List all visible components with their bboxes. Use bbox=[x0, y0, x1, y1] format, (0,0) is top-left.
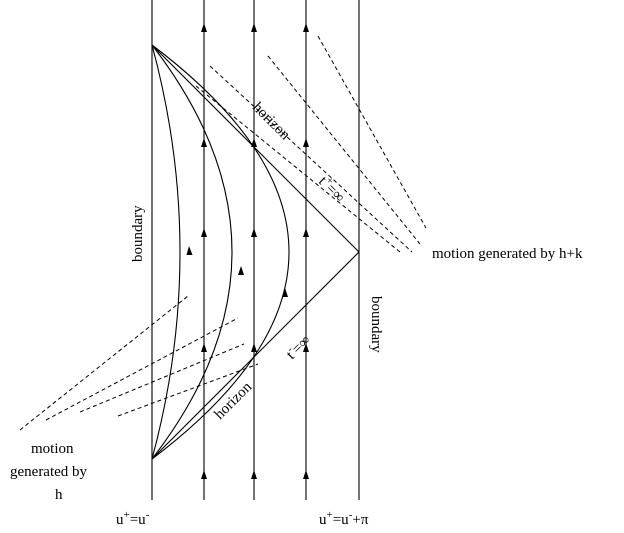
arrow-icon bbox=[201, 228, 207, 237]
motion-hk-label: motion generated by h+k bbox=[432, 246, 583, 262]
motion-h-line2: generated by bbox=[10, 464, 88, 480]
arrow-icon bbox=[201, 343, 207, 352]
dashed-line bbox=[209, 65, 413, 253]
dashed-line bbox=[195, 85, 401, 253]
arrow-icon bbox=[303, 343, 309, 352]
bl-eq: =u bbox=[130, 512, 146, 528]
dashed-lines-h bbox=[19, 295, 259, 431]
br-eq: =u bbox=[333, 512, 349, 528]
bl-sup1: + bbox=[124, 509, 130, 521]
arrow-icon bbox=[303, 470, 309, 479]
bottom-horizon-line bbox=[151, 251, 360, 460]
arrow-icon bbox=[238, 266, 244, 275]
svg-text:t+=∞: t+=∞ bbox=[315, 171, 349, 205]
right-boundary-label: boundary bbox=[368, 296, 384, 353]
dashed-line bbox=[317, 35, 427, 229]
dashed-lines-hk bbox=[195, 35, 427, 253]
motion-h-label: motion generated by h bbox=[10, 441, 88, 503]
dashed-line bbox=[117, 363, 259, 417]
arrow-icon bbox=[251, 23, 257, 32]
br-u: u bbox=[319, 512, 327, 528]
trajectory-curve bbox=[151, 44, 233, 460]
dashed-line bbox=[19, 295, 189, 431]
motion-h-line3: h bbox=[55, 487, 63, 503]
arrow-icon bbox=[201, 138, 207, 147]
arrow-icon bbox=[303, 23, 309, 32]
svg-text:t-=∞: t-=∞ bbox=[281, 330, 314, 363]
bl-sup2: - bbox=[146, 509, 150, 521]
dashed-line bbox=[45, 317, 239, 421]
top-horizon-line bbox=[151, 44, 360, 253]
dashed-line bbox=[267, 55, 421, 245]
arrow-icon bbox=[251, 228, 257, 237]
bottom-left-label: u+=u- bbox=[116, 509, 150, 528]
t-minus-infinity-label: t-=∞ bbox=[281, 330, 314, 363]
t-plus-infinity-label: t+=∞ bbox=[315, 171, 349, 206]
br-tail: +π bbox=[352, 512, 368, 528]
trajectory-curve bbox=[151, 44, 181, 460]
trajectory-curve bbox=[151, 44, 290, 460]
arrow-icon bbox=[282, 288, 288, 297]
arrow-icon bbox=[251, 138, 257, 147]
t-minus-sup: - bbox=[284, 344, 295, 355]
arrow-icon bbox=[251, 343, 257, 352]
arrow-icon bbox=[251, 470, 257, 479]
arrow-icon bbox=[303, 138, 309, 147]
top-horizon-label: horizon bbox=[249, 100, 293, 144]
curved-trajectories bbox=[151, 44, 290, 460]
br-sup1: + bbox=[327, 509, 333, 521]
bottom-right-label: u+=u-+π bbox=[319, 509, 369, 528]
left-boundary-label: boundary bbox=[130, 205, 146, 262]
arrow-icon bbox=[201, 23, 207, 32]
dashed-line bbox=[79, 343, 245, 413]
arrow-icon bbox=[186, 246, 193, 255]
bl-u: u bbox=[116, 512, 124, 528]
vertical-flow-lines bbox=[201, 0, 309, 500]
arrow-icon bbox=[201, 470, 207, 479]
br-sup2: - bbox=[349, 509, 353, 521]
arrow-icon bbox=[303, 228, 309, 237]
motion-h-line1: motion bbox=[31, 441, 74, 457]
